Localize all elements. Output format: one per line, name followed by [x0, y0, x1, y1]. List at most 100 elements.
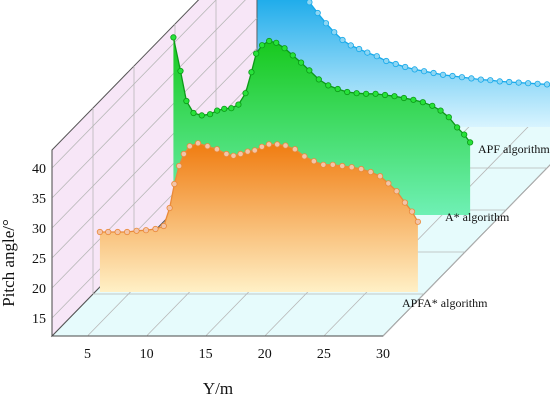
marker-apf: [420, 68, 428, 75]
marker-apfa: [320, 161, 327, 168]
series-layer: [96, 0, 550, 292]
marker-apfa: [367, 168, 374, 176]
y-tick-label: 30: [32, 222, 46, 237]
x-tick-label: 5: [84, 347, 91, 362]
marker-apfa: [194, 140, 202, 147]
marker-apf: [515, 79, 522, 86]
marker-apfa: [282, 142, 289, 149]
marker-apfa: [180, 150, 187, 158]
marker-apf: [506, 78, 513, 86]
marker-astar: [315, 76, 322, 83]
x-tick-label: 30: [376, 347, 390, 362]
marker-apfa: [133, 227, 140, 234]
marker-apfa: [258, 143, 265, 150]
marker-apfa: [237, 150, 244, 158]
marker-astar: [381, 91, 389, 99]
marker-astar: [289, 52, 296, 59]
marker-astar: [228, 105, 235, 112]
marker-astar: [445, 114, 452, 121]
marker-apfa: [348, 164, 355, 171]
marker-astar: [253, 50, 260, 57]
marker-apfa: [265, 141, 273, 148]
marker-astar: [461, 131, 468, 138]
marker-apf: [355, 45, 363, 53]
marker-astar: [248, 69, 255, 76]
marker-astar: [306, 67, 313, 74]
marker-apfa: [310, 158, 317, 165]
marker-apfa: [329, 161, 336, 168]
marker-astar: [419, 99, 426, 106]
marker-apf: [430, 69, 437, 77]
marker-apfa: [176, 162, 183, 170]
series-label-apf: APF algorithm: [478, 142, 550, 156]
marker-astar: [206, 111, 214, 118]
marker-apf: [383, 57, 390, 65]
marker-astar: [467, 139, 474, 146]
marker-apfa: [376, 173, 384, 180]
marker-apfa: [339, 162, 346, 170]
y-tick-label: 20: [32, 282, 46, 297]
y-tick-label: 25: [32, 252, 46, 267]
marker-apf: [449, 72, 456, 80]
marker-apfa: [414, 218, 422, 225]
marker-apfa: [358, 165, 365, 173]
marker-apf: [364, 49, 371, 56]
marker-astar: [170, 34, 177, 41]
marker-apfa: [385, 180, 392, 187]
marker-astar: [242, 90, 249, 97]
marker-apf: [347, 42, 354, 49]
line-apfa: [99, 142, 419, 233]
marker-astar: [198, 112, 205, 119]
marker-apfa: [114, 228, 121, 236]
marker-astar: [266, 37, 273, 45]
marker-apfa: [152, 225, 159, 233]
marker-apf: [392, 60, 399, 68]
marker-apfa: [408, 208, 416, 215]
marker-apfa: [291, 146, 299, 153]
marker-astar: [183, 97, 190, 105]
marker-apfa: [160, 222, 167, 230]
y-axis-title: Pitch angle/°: [0, 219, 18, 307]
x-tick-label: 10: [140, 347, 154, 362]
marker-astar: [454, 124, 461, 131]
marker-apfa: [223, 150, 230, 158]
marker-apfa: [213, 146, 221, 153]
marker-apfa: [244, 148, 251, 155]
y-tick-label: 35: [32, 192, 46, 207]
marker-apf: [314, 9, 321, 17]
grid-line-wall-y: [51, 0, 246, 199]
marker-astar: [410, 96, 417, 103]
marker-astar: [391, 93, 398, 100]
marker-astar: [353, 90, 360, 97]
marker-astar: [214, 107, 221, 114]
marker-apfa: [251, 147, 258, 154]
marker-apf: [439, 71, 447, 78]
y-tick-label: 15: [32, 312, 46, 327]
marker-apf: [543, 81, 550, 88]
x-axis-title: Y/m: [203, 379, 233, 398]
marker-apfa: [393, 188, 400, 195]
marker-astar: [362, 90, 370, 97]
series-label-astar: A* algorithm: [445, 210, 510, 224]
marker-apf: [331, 29, 338, 36]
marker-apf: [487, 77, 494, 84]
marker-astar: [258, 42, 266, 49]
marker-apfa: [96, 228, 104, 236]
marker-astar: [273, 39, 280, 46]
marker-apfa: [142, 227, 150, 234]
marker-apfa: [274, 141, 281, 148]
marker-apfa: [301, 153, 308, 160]
grid-line-floor-x: [382, 164, 550, 337]
marker-astar: [334, 85, 341, 93]
grid-line-wall-y: [51, 17, 258, 229]
tick-labels: 5 10 15 20 25 30 15 20 25 30 35 40: [32, 162, 390, 362]
marker-astar: [325, 82, 332, 89]
marker-apfa: [401, 199, 409, 206]
marker-astar: [281, 45, 288, 52]
grid-line-wall-y: [51, 0, 217, 169]
marker-apf: [534, 80, 541, 87]
area-apfa: [99, 143, 418, 292]
marker-apf: [373, 53, 380, 60]
y-tick-label: 40: [32, 162, 46, 177]
marker-apf: [402, 63, 409, 71]
